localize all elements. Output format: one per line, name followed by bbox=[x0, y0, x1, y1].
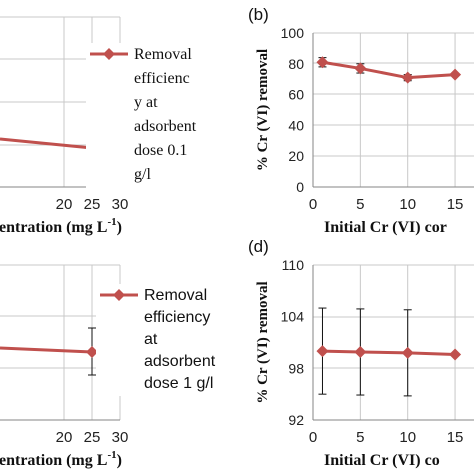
legend-label: dose 0.1 bbox=[134, 142, 187, 159]
legend-label: y at bbox=[134, 94, 158, 111]
x-axis-title: entration (mg L-1) bbox=[0, 216, 122, 236]
x-tick-label: 20 bbox=[56, 196, 73, 213]
y-tick-label: 20 bbox=[288, 148, 304, 164]
y-tick-label: 98 bbox=[288, 360, 304, 376]
chart-panel-d: 0 5 10 15 92 98 104 110 % Cr (VI) removal Initial… bbox=[248, 237, 474, 469]
legend-label: efficiency bbox=[144, 309, 210, 326]
legend-label: adsorbent bbox=[134, 118, 197, 135]
x-axis-title-main: entration (mg L bbox=[0, 452, 107, 469]
chart-panel-b: 0 5 10 15 0 20 40 60 80 100 % Cr (VI) removal Initi… bbox=[248, 5, 474, 236]
data-point bbox=[86, 346, 98, 358]
x-tick-label: 30 bbox=[112, 196, 129, 213]
y-tick-label: 104 bbox=[281, 309, 305, 325]
panel-label: (b) bbox=[248, 5, 269, 24]
y-axis-title: % Cr (VI) removal bbox=[255, 281, 271, 403]
legend-background bbox=[86, 43, 474, 195]
data-point bbox=[354, 62, 367, 75]
x-axis-title-close: ) bbox=[117, 452, 122, 469]
x-tick-label: 5 bbox=[356, 196, 364, 213]
x-axis-title: Initial Cr (VI) co bbox=[324, 452, 440, 469]
legend-label: dose 1 g/l bbox=[144, 375, 213, 392]
y-axis-title: % Cr (VI) removal bbox=[255, 49, 271, 171]
y-tick-label: 100 bbox=[281, 25, 305, 41]
x-tick-label: 15 bbox=[447, 429, 464, 446]
x-tick-label: 25 bbox=[84, 196, 101, 213]
data-point bbox=[401, 346, 414, 359]
y-tick-label: 110 bbox=[282, 257, 305, 273]
legend-background bbox=[96, 284, 474, 396]
x-tick-label: 10 bbox=[399, 429, 416, 446]
legend-label: Removal bbox=[134, 46, 192, 63]
legend: Removal efficienc y at adsorbent dose 0.1 g/l bbox=[86, 43, 474, 195]
legend-label: g/l bbox=[134, 166, 151, 183]
y-tick-label: 0 bbox=[296, 179, 304, 195]
x-axis-title-close: ) bbox=[117, 219, 122, 236]
x-tick-label: 5 bbox=[356, 429, 364, 446]
chart-panel-a: 20 25 30 entration (mg L-1) Removal efficienc… bbox=[0, 16, 474, 236]
x-axis-title-sup: -1 bbox=[107, 449, 116, 461]
legend-label: adsorbent bbox=[144, 353, 216, 370]
x-axis-title: Initial Cr (VI) cor bbox=[324, 219, 447, 236]
chart-panel-c: 20 25 30 entration (mg L-1) Removal efficienc… bbox=[0, 264, 474, 469]
legend-swatch-marker bbox=[103, 48, 115, 60]
series-line bbox=[322, 349, 456, 357]
x-tick-label: 10 bbox=[399, 196, 416, 213]
x-axis-title-main: entration (mg L bbox=[0, 219, 107, 236]
x-axis-title: entration (mg L-1) bbox=[0, 449, 122, 469]
x-tick-label: 0 bbox=[309, 196, 317, 213]
x-tick-label: 25 bbox=[84, 429, 101, 446]
data-point bbox=[354, 345, 367, 358]
y-tick-label: 80 bbox=[288, 56, 304, 72]
data-point bbox=[316, 56, 329, 69]
series-line bbox=[322, 60, 456, 80]
y-tick-label: 60 bbox=[288, 87, 304, 103]
data-point bbox=[449, 68, 462, 81]
legend-swatch-marker bbox=[113, 289, 125, 301]
y-tick-label: 40 bbox=[288, 117, 304, 133]
legend-label: efficienc bbox=[134, 70, 190, 87]
x-axis-title-sup: -1 bbox=[107, 216, 116, 228]
x-tick-label: 15 bbox=[447, 196, 464, 213]
x-tick-label: 20 bbox=[56, 429, 73, 446]
y-tick-label: 92 bbox=[288, 412, 304, 428]
legend-label: at bbox=[144, 331, 158, 348]
data-point bbox=[449, 348, 462, 361]
legend-label: Removal bbox=[144, 287, 207, 304]
data-point bbox=[316, 345, 329, 358]
data-point bbox=[401, 71, 414, 84]
series-line bbox=[0, 346, 93, 354]
series-line bbox=[0, 137, 93, 150]
x-tick-label: 0 bbox=[309, 429, 317, 446]
legend: Removal efficiency at adsorbent dose 1 g/l bbox=[96, 284, 474, 396]
panel-label: (d) bbox=[248, 237, 269, 256]
x-tick-label: 30 bbox=[112, 429, 129, 446]
